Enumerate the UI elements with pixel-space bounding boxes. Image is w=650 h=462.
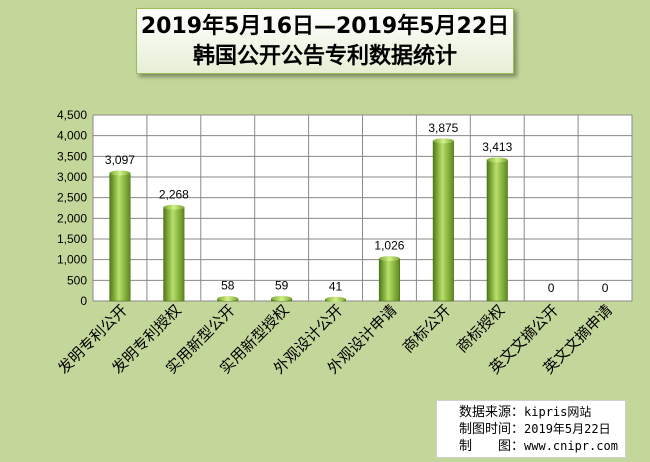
value-label: 59 xyxy=(275,279,289,293)
value-labels: 3,097 2,268 58 59 41 1,026 3,875 3,413 0 0 xyxy=(105,121,609,295)
y-tick-label: 4,000 xyxy=(57,129,87,143)
bar-top xyxy=(271,296,292,302)
bar xyxy=(378,258,400,302)
value-label: 2,268 xyxy=(159,187,189,201)
made-time-value: 2019年5月22日 xyxy=(524,422,611,436)
bar-top xyxy=(217,296,238,302)
chart-title: 2019年5月16日—2019年5月22日 韩国公开公告专利数据统计 xyxy=(136,8,514,74)
data-source-value: kipris网站 xyxy=(524,405,592,419)
value-label: 3,097 xyxy=(105,153,135,167)
value-label: 3,413 xyxy=(482,140,512,154)
x-tick-label: 商标授权 xyxy=(453,301,508,356)
y-tick-label: 1,500 xyxy=(57,232,87,246)
made-by-row: 制 图：www.cnipr.com xyxy=(459,438,625,455)
y-tick-label: 1,000 xyxy=(57,253,87,267)
made-by-value: www.cnipr.com xyxy=(524,439,618,453)
y-tick-label: 4,500 xyxy=(57,108,87,122)
made-time-label: 制图时间： xyxy=(459,422,525,437)
bar-top xyxy=(163,204,185,210)
value-label: 58 xyxy=(221,279,235,293)
y-tick-label: 3,500 xyxy=(57,149,87,163)
x-axis-labels: 发明专利公开发明专利授权实用新型公开实用新型授权外观设计公开外观设计申请商标公开… xyxy=(54,301,615,377)
x-tick-label: 商标公开 xyxy=(399,301,454,356)
value-label: 0 xyxy=(548,281,555,295)
value-label: 41 xyxy=(329,279,343,293)
y-tick-label: 2,500 xyxy=(57,191,87,205)
y-tick-label: 2,000 xyxy=(57,211,87,225)
value-label: 1,026 xyxy=(374,239,404,253)
made-time-row: 制图时间：2019年5月22日 xyxy=(459,421,625,438)
title-line-2: 韩国公开公告专利数据统计 xyxy=(192,44,457,69)
value-label: 0 xyxy=(602,281,609,295)
bar xyxy=(432,140,454,302)
y-axis: 0 500 1,000 1,500 2,000 2,500 3,000 3,500 4,000 4… xyxy=(57,108,87,308)
bar-top xyxy=(433,138,454,144)
bar xyxy=(163,206,185,302)
data-source-row: 数据来源：kipris网站 xyxy=(459,404,625,421)
made-by-label: 制 图： xyxy=(459,439,525,454)
bar xyxy=(109,172,131,302)
bars xyxy=(109,138,508,302)
source-info-box: 数据来源：kipris网站 制图时间：2019年5月22日 制 图：www.cn… xyxy=(436,400,626,458)
bar-top xyxy=(379,256,400,262)
data-source-label: 数据来源： xyxy=(459,405,525,420)
y-tick-label: 3,000 xyxy=(57,170,87,184)
bar-top xyxy=(487,157,508,163)
bar-top xyxy=(325,296,346,302)
title-line-1: 2019年5月16日—2019年5月22日 xyxy=(140,14,510,39)
bar-top xyxy=(109,170,131,176)
bar xyxy=(486,159,508,302)
y-tick-label: 500 xyxy=(67,273,87,287)
y-tick-label: 0 xyxy=(80,294,87,308)
value-label: 3,875 xyxy=(428,121,458,135)
